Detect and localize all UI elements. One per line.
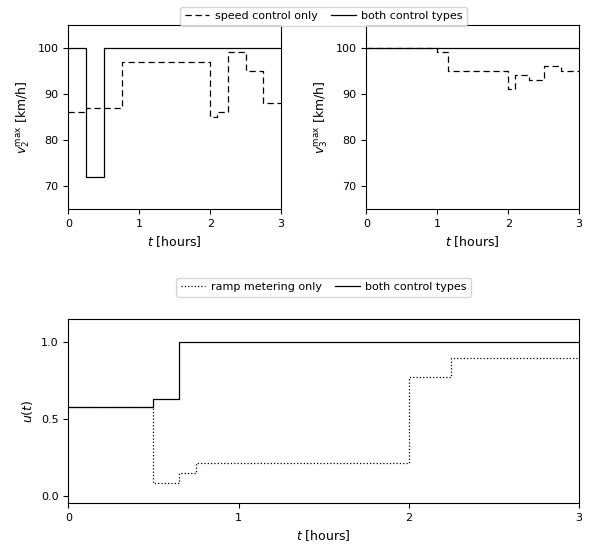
Legend: speed control only, both control types: speed control only, both control types bbox=[181, 7, 467, 25]
Y-axis label: $u(t)$: $u(t)$ bbox=[20, 399, 36, 423]
X-axis label: $t$ [hours]: $t$ [hours] bbox=[446, 234, 500, 249]
X-axis label: $t$ [hours]: $t$ [hours] bbox=[296, 529, 351, 543]
Legend: ramp metering only, both control types: ramp metering only, both control types bbox=[176, 278, 471, 296]
X-axis label: $t$ [hours]: $t$ [hours] bbox=[147, 234, 202, 249]
Y-axis label: $v_3^{\mathrm{max}}$ [km/h]: $v_3^{\mathrm{max}}$ [km/h] bbox=[312, 80, 330, 153]
Y-axis label: $v_2^{\mathrm{max}}$ [km/h]: $v_2^{\mathrm{max}}$ [km/h] bbox=[14, 80, 32, 153]
